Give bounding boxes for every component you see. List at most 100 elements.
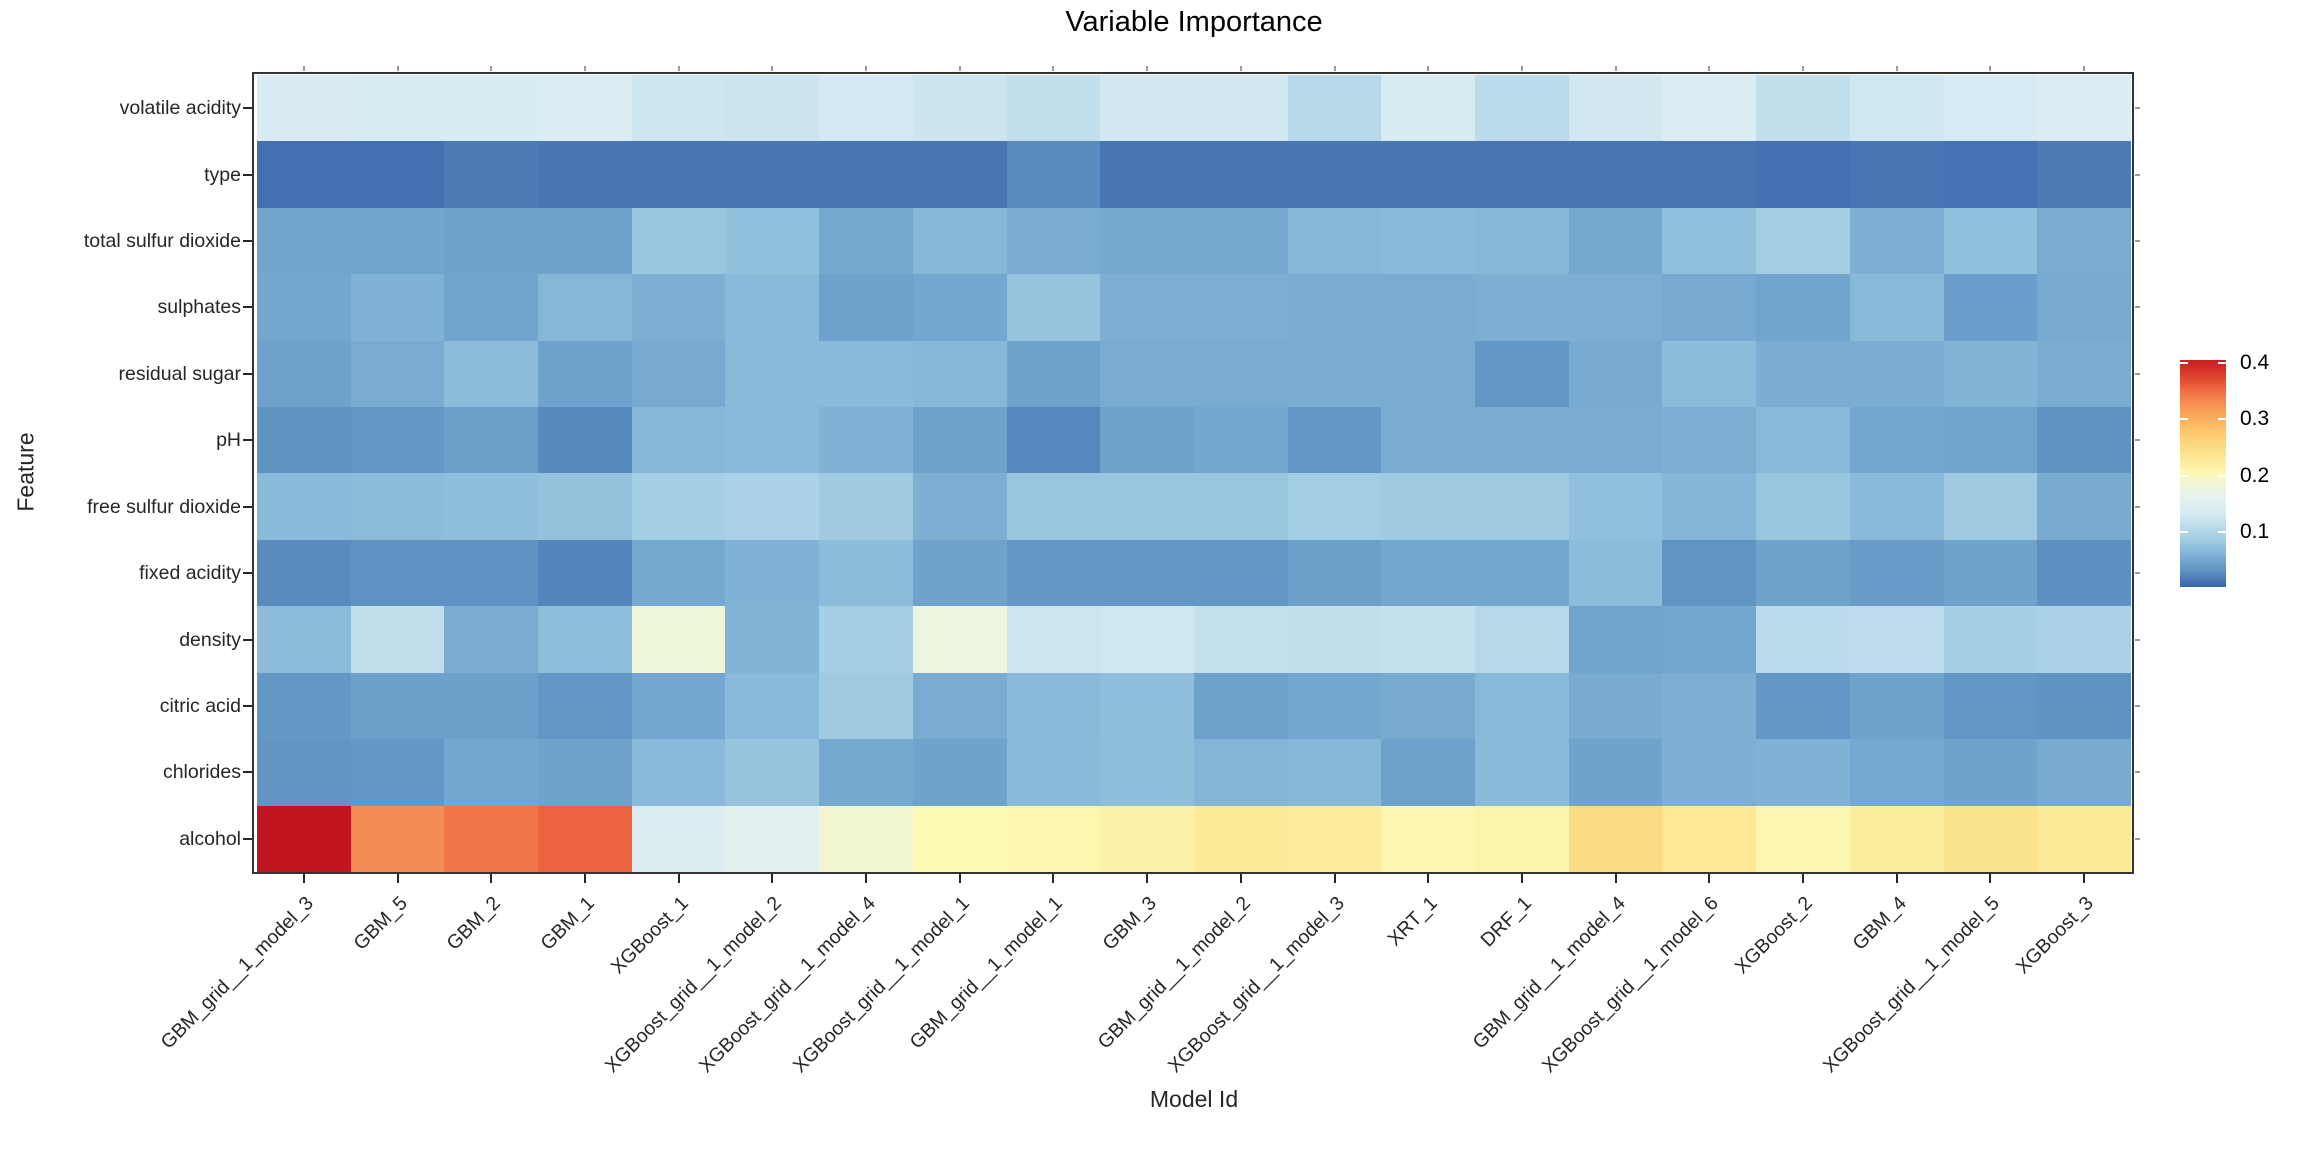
heatmap-cell <box>1662 606 1757 673</box>
y-axis-title: Feature <box>12 432 39 512</box>
minor-tick <box>1520 66 1523 71</box>
heatmap-cell <box>1475 407 1569 474</box>
heatmap-cell <box>1568 274 1663 341</box>
heatmap-cell <box>725 274 820 341</box>
heatmap-cell <box>1100 75 1194 142</box>
heatmap-cell <box>1849 672 1944 740</box>
y-tick-label: residual sugar <box>118 362 241 385</box>
heatmap-cell <box>1006 672 1101 740</box>
axis-tick <box>1895 874 1898 883</box>
axis-tick <box>1146 874 1149 883</box>
heatmap-cell <box>538 141 632 208</box>
minor-tick <box>1989 66 1992 71</box>
heatmap-cell <box>1006 75 1101 142</box>
heatmap-cell <box>1287 75 1382 142</box>
heatmap-cell <box>538 407 632 474</box>
heatmap-cell <box>1193 340 1288 408</box>
heatmap-cell <box>1943 207 2038 275</box>
heatmap-cell <box>631 274 726 341</box>
heatmap-cell <box>1287 739 1382 806</box>
heatmap-cell <box>1756 739 1850 806</box>
heatmap-cell <box>912 606 1007 673</box>
heatmap-cell <box>1006 340 1101 408</box>
minor-tick <box>2135 107 2140 110</box>
heatmap-cell <box>1849 75 1944 142</box>
heatmap-cell <box>1475 805 1569 872</box>
heatmap-cell <box>1849 274 1944 341</box>
heatmap-cell <box>819 473 913 540</box>
heatmap-cell <box>257 739 351 806</box>
axis-tick <box>583 874 586 883</box>
heatmap-cell <box>444 739 539 806</box>
heatmap-cell <box>725 407 820 474</box>
heatmap-cell <box>725 539 820 607</box>
heatmap-cell <box>2037 473 2131 540</box>
heatmap-cell <box>444 805 539 872</box>
heatmap-cell <box>2037 75 2131 142</box>
heatmap-cell <box>819 274 913 341</box>
minor-tick <box>396 66 399 71</box>
heatmap-cell <box>1287 274 1382 341</box>
heatmap-cell <box>1100 672 1194 740</box>
heatmap-cell <box>1381 672 1476 740</box>
heatmap-cell <box>350 739 445 806</box>
heatmap-cell <box>1662 340 1757 408</box>
heatmap-cell <box>538 672 632 740</box>
heatmap-cell <box>1100 606 1194 673</box>
axis-tick <box>243 771 252 774</box>
heatmap-cell <box>1006 606 1101 673</box>
heatmap-cell <box>1475 340 1569 408</box>
heatmap-cell <box>912 805 1007 872</box>
heatmap-cell <box>1943 739 2038 806</box>
heatmap-cell <box>1193 606 1288 673</box>
minor-tick <box>2083 66 2086 71</box>
colorbar <box>2180 360 2226 587</box>
heatmap-cell <box>1943 274 2038 341</box>
heatmap-cell <box>819 141 913 208</box>
heatmap-cell <box>1006 473 1101 540</box>
minor-tick <box>771 66 774 71</box>
heatmap-cell <box>912 539 1007 607</box>
heatmap-cell <box>1193 407 1288 474</box>
heatmap-cell <box>1568 473 1663 540</box>
heatmap-cell <box>1756 606 1850 673</box>
heatmap-cell <box>1849 805 1944 872</box>
heatmap-cell <box>1756 141 1850 208</box>
minor-tick <box>958 66 961 71</box>
axis-tick <box>1614 874 1617 883</box>
axis-tick <box>865 874 868 883</box>
minor-tick <box>1708 66 1711 71</box>
heatmap-cell <box>631 539 726 607</box>
heatmap-cell <box>1381 473 1476 540</box>
heatmap-cell <box>1756 340 1850 408</box>
heatmap-cell <box>350 672 445 740</box>
heatmap-cell <box>444 141 539 208</box>
heatmap-cell <box>1193 473 1288 540</box>
heatmap-cell <box>538 75 632 142</box>
axis-tick <box>771 874 774 883</box>
heatmap-cell <box>1475 207 1569 275</box>
colorbar-tick-label: 0.3 <box>2240 407 2270 431</box>
heatmap-cell <box>1943 672 2038 740</box>
heatmap-cell <box>1100 805 1194 872</box>
y-tick-label: chlorides <box>162 761 241 784</box>
heatmap-cell <box>1100 141 1194 208</box>
heatmap-cell <box>350 274 445 341</box>
heatmap-cell <box>1756 805 1850 872</box>
minor-tick <box>1239 66 1242 71</box>
minor-tick <box>2135 704 2140 707</box>
heatmap-cell <box>1849 606 1944 673</box>
axis-tick <box>243 505 252 508</box>
heatmap-cell <box>1943 75 2038 142</box>
axis-tick <box>243 704 252 707</box>
heatmap-cell <box>2037 407 2131 474</box>
heatmap-cell <box>257 606 351 673</box>
y-tick-label: sulphates <box>157 296 241 319</box>
heatmap-cell <box>2037 274 2131 341</box>
heatmap-cell <box>1662 75 1757 142</box>
heatmap-cell <box>1193 739 1288 806</box>
heatmap-cell <box>631 606 726 673</box>
heatmap-cell <box>1381 207 1476 275</box>
heatmap-cell <box>1287 473 1382 540</box>
axis-tick <box>490 874 493 883</box>
